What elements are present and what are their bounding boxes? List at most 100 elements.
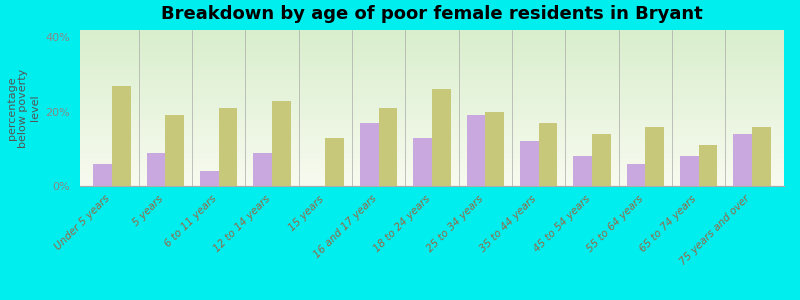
Bar xyxy=(80,42,784,43)
Bar xyxy=(80,79,784,80)
Bar xyxy=(80,104,784,105)
Bar xyxy=(80,171,784,172)
Bar xyxy=(80,143,784,144)
Bar xyxy=(538,123,558,186)
Bar xyxy=(80,154,784,155)
Bar xyxy=(80,92,784,93)
Bar xyxy=(486,112,504,186)
Bar xyxy=(80,149,784,150)
Bar xyxy=(80,64,784,65)
Bar xyxy=(80,136,784,137)
Bar xyxy=(80,81,784,82)
Bar xyxy=(80,78,784,79)
Bar xyxy=(734,134,752,186)
Bar xyxy=(432,89,450,186)
Bar xyxy=(80,72,784,73)
Bar xyxy=(80,94,784,95)
Bar xyxy=(200,171,218,186)
Bar xyxy=(80,165,784,166)
Bar xyxy=(80,83,784,84)
Bar xyxy=(80,62,784,63)
Bar xyxy=(80,163,784,164)
Bar xyxy=(94,164,112,186)
Bar xyxy=(80,156,784,157)
Bar xyxy=(80,77,784,78)
Bar xyxy=(80,34,784,35)
Bar xyxy=(80,178,784,179)
Bar xyxy=(80,66,784,67)
Bar xyxy=(80,121,784,122)
Bar xyxy=(80,184,784,185)
Bar xyxy=(80,125,784,126)
Bar xyxy=(80,82,784,83)
Bar xyxy=(80,47,784,48)
Bar xyxy=(80,39,784,40)
Bar xyxy=(80,164,784,165)
Bar xyxy=(80,113,784,114)
Title: Breakdown by age of poor female residents in Bryant: Breakdown by age of poor female resident… xyxy=(161,5,703,23)
Bar xyxy=(80,44,784,45)
Bar xyxy=(80,85,784,86)
Bar xyxy=(80,180,784,181)
Bar xyxy=(80,128,784,129)
Bar xyxy=(698,145,718,186)
Bar xyxy=(80,129,784,130)
Bar xyxy=(574,156,592,186)
Bar xyxy=(80,61,784,62)
Bar xyxy=(80,65,784,66)
Bar xyxy=(166,116,184,186)
Bar xyxy=(80,95,784,96)
Bar xyxy=(80,48,784,49)
Bar xyxy=(80,179,784,180)
Bar xyxy=(414,138,432,186)
Bar xyxy=(80,153,784,154)
Bar xyxy=(80,176,784,177)
Bar xyxy=(80,106,784,107)
Bar xyxy=(80,174,784,175)
Bar xyxy=(80,51,784,52)
Bar xyxy=(80,63,784,64)
Bar xyxy=(80,86,784,87)
Bar xyxy=(520,141,538,186)
Bar xyxy=(80,166,784,167)
Bar xyxy=(80,84,784,85)
Bar xyxy=(80,40,784,41)
Bar xyxy=(80,101,784,102)
Bar xyxy=(80,167,784,168)
Bar xyxy=(80,99,784,100)
Bar xyxy=(80,31,784,32)
Bar xyxy=(80,177,784,178)
Bar xyxy=(626,164,646,186)
Bar xyxy=(80,126,784,127)
Bar xyxy=(360,123,378,186)
Bar xyxy=(112,86,130,186)
Bar xyxy=(80,30,784,31)
Bar xyxy=(80,38,784,39)
Bar xyxy=(80,54,784,55)
Bar xyxy=(80,185,784,186)
Y-axis label: percentage
below poverty
level: percentage below poverty level xyxy=(6,68,40,148)
Bar xyxy=(80,98,784,99)
Bar xyxy=(80,151,784,152)
Bar xyxy=(80,90,784,91)
Bar xyxy=(80,49,784,50)
Bar xyxy=(80,175,784,176)
Bar xyxy=(80,103,784,104)
Bar xyxy=(80,115,784,116)
Bar xyxy=(80,45,784,46)
Bar xyxy=(80,56,784,57)
Bar xyxy=(80,135,784,136)
Bar xyxy=(80,46,784,47)
Bar xyxy=(80,147,784,148)
Bar xyxy=(80,120,784,121)
Bar xyxy=(80,162,784,163)
Bar xyxy=(80,127,784,128)
Bar xyxy=(80,67,784,68)
Bar xyxy=(80,32,784,33)
Bar xyxy=(146,153,166,186)
Bar xyxy=(80,152,784,153)
Bar xyxy=(80,182,784,183)
Bar xyxy=(80,55,784,56)
Bar xyxy=(80,58,784,59)
Bar xyxy=(80,80,784,81)
